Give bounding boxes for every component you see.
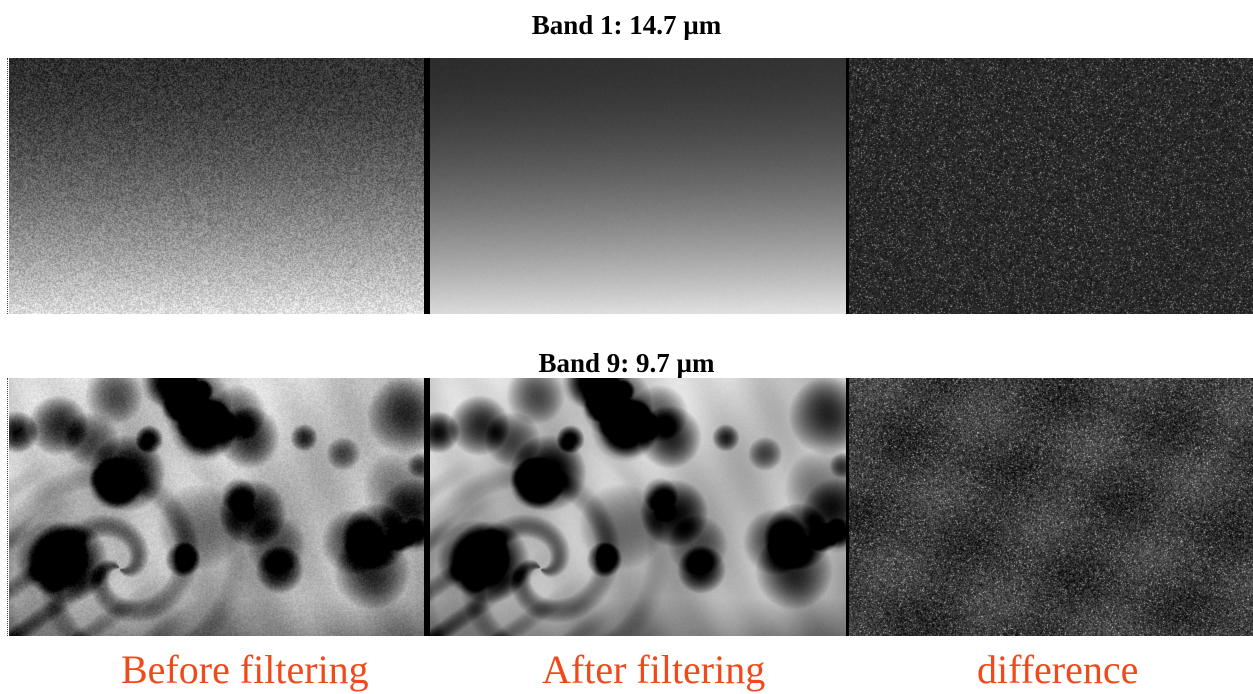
panel-divider bbox=[846, 378, 849, 636]
band-9-before-filtering-image bbox=[9, 378, 424, 636]
panel-divider bbox=[846, 58, 849, 314]
band-1-before-filtering-image bbox=[9, 58, 424, 314]
panel-divider bbox=[424, 378, 430, 636]
before-filtering-caption: Before filtering bbox=[121, 647, 369, 692]
after-filtering-caption: After filtering bbox=[542, 647, 766, 692]
band-1-difference-image bbox=[849, 58, 1253, 314]
difference-caption: difference bbox=[977, 647, 1139, 692]
band-9-title: Band 9: 9.7 µm bbox=[538, 348, 715, 378]
band-1-after-filtering-image bbox=[430, 58, 846, 314]
panel-divider bbox=[424, 58, 430, 314]
band-9-after-filtering-image bbox=[430, 378, 846, 636]
band-1-title: Band 1: 14.7 µm bbox=[531, 10, 722, 40]
left-edge-marks bbox=[7, 58, 10, 314]
band-9-difference-image bbox=[849, 378, 1253, 636]
left-edge-marks bbox=[7, 378, 10, 636]
